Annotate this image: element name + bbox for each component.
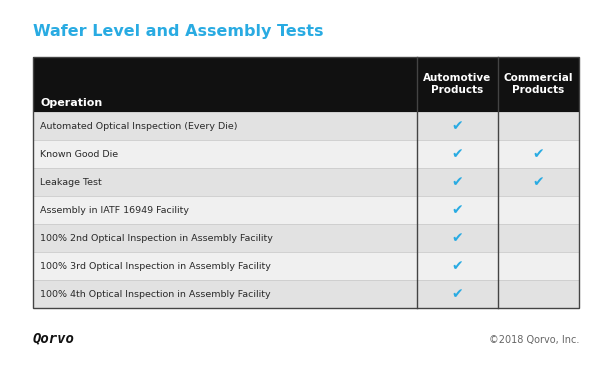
Text: ✔: ✔ <box>452 175 463 189</box>
Text: Qorvo: Qorvo <box>33 331 75 345</box>
Text: Commercial
Products: Commercial Products <box>504 73 573 96</box>
Bar <box>33 140 579 168</box>
Text: Wafer Level and Assembly Tests: Wafer Level and Assembly Tests <box>33 24 323 39</box>
Text: ✔: ✔ <box>533 147 544 161</box>
Text: 100% 3rd Optical Inspection in Assembly Facility: 100% 3rd Optical Inspection in Assembly … <box>40 262 271 271</box>
Text: ✔: ✔ <box>452 147 463 161</box>
Text: Known Good Die: Known Good Die <box>40 150 118 158</box>
Bar <box>33 252 579 280</box>
Bar <box>33 224 579 252</box>
Bar <box>33 196 579 224</box>
Text: ✔: ✔ <box>452 259 463 273</box>
Text: Automated Optical Inspection (Every Die): Automated Optical Inspection (Every Die) <box>40 122 238 131</box>
Text: ✔: ✔ <box>452 203 463 217</box>
Text: ✔: ✔ <box>452 231 463 245</box>
Text: ✔: ✔ <box>452 287 463 301</box>
Text: 100% 4th Optical Inspection in Assembly Facility: 100% 4th Optical Inspection in Assembly … <box>40 290 271 299</box>
Text: ©2018 Qorvo, Inc.: ©2018 Qorvo, Inc. <box>488 335 579 345</box>
Bar <box>33 168 579 196</box>
Bar <box>33 280 579 308</box>
Text: Assembly in IATF 16949 Facility: Assembly in IATF 16949 Facility <box>40 206 189 215</box>
Bar <box>33 112 579 140</box>
Text: Automotive
Products: Automotive Products <box>424 73 491 96</box>
Text: Leakage Test: Leakage Test <box>40 178 102 187</box>
Text: ✔: ✔ <box>452 119 463 133</box>
Text: 100% 2nd Optical Inspection in Assembly Facility: 100% 2nd Optical Inspection in Assembly … <box>40 234 273 243</box>
Text: ✔: ✔ <box>533 175 544 189</box>
Text: Operation: Operation <box>40 98 103 108</box>
